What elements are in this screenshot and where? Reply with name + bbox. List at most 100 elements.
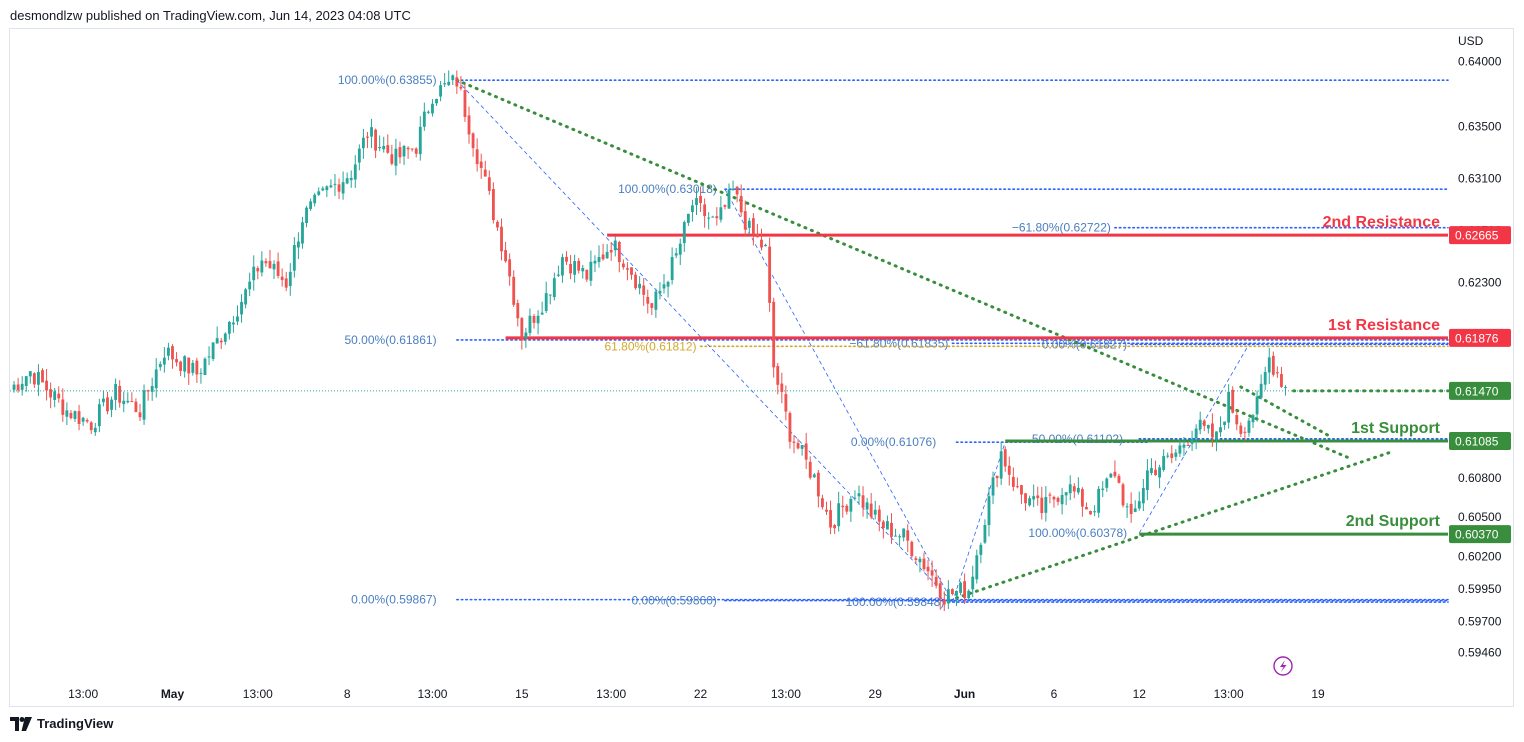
candle-body (894, 535, 897, 537)
candle-body (853, 497, 857, 499)
y-tick-0: 0.64000 (1458, 54, 1502, 68)
candle-body (426, 111, 430, 113)
y-tick-7: 0.60200 (1458, 549, 1502, 563)
candle-body (727, 189, 731, 209)
candle-body (1158, 467, 1162, 478)
x-tick-13: 13:00 (1214, 687, 1244, 701)
candle-body (146, 389, 150, 392)
candle-body (475, 149, 479, 165)
candle-body (630, 267, 633, 275)
candle-body (12, 384, 16, 390)
candle-body (211, 342, 215, 359)
fib-label-10: 100.00%(0.59848) (846, 595, 945, 609)
candle-body (910, 541, 914, 557)
candle-body (1052, 496, 1056, 500)
price-tag-text-4: 0.60370 (1455, 528, 1499, 542)
candle-body (1003, 449, 1007, 467)
candle-body (536, 315, 540, 324)
candle-body (451, 75, 455, 81)
candle-body (28, 371, 32, 377)
candle-body (93, 427, 97, 433)
candle-body (126, 400, 130, 403)
icons-layer (1273, 656, 1293, 676)
x-tick-2: 13:00 (243, 687, 273, 701)
y-tick-9: 0.59700 (1458, 614, 1502, 628)
candle-body (950, 589, 954, 595)
candle-body (1020, 485, 1023, 495)
candle-body (735, 186, 739, 195)
candle-body (414, 148, 418, 154)
candle-body (946, 589, 950, 604)
candle-body (772, 301, 776, 368)
candle-body (674, 253, 678, 256)
candle-body (187, 357, 191, 374)
y-tick-10: 0.59460 (1458, 646, 1502, 660)
candle-body (995, 475, 999, 479)
candle-body (938, 583, 942, 599)
candle-body (865, 502, 869, 510)
candle-body (264, 261, 268, 264)
candle-body (1271, 355, 1275, 375)
fib-label-12: 0.00%(0.59860) (631, 594, 716, 608)
candle-body (317, 191, 321, 195)
candle-body (313, 194, 317, 204)
fib-diagonal-3 (1138, 344, 1250, 534)
candle-body (1166, 455, 1170, 457)
lightning-icon[interactable] (1273, 656, 1293, 676)
candle-body (601, 254, 605, 260)
candle-body (1284, 386, 1287, 388)
candle-body (768, 246, 772, 303)
candle-body (577, 260, 581, 271)
candle-body (581, 267, 585, 272)
candle-body (942, 599, 946, 605)
level-label-3: 1st Support (1351, 420, 1441, 437)
candle-body (1133, 508, 1137, 512)
fib-label-5: 0.00%(0.61827) (1042, 337, 1127, 351)
candle-body (682, 222, 686, 244)
candle-body (1239, 425, 1243, 434)
candle-body (296, 241, 300, 248)
candle-body (57, 393, 61, 399)
candle-body (508, 259, 512, 277)
tradingview-footer[interactable]: TradingView (10, 716, 113, 731)
y-tick-6: 0.60500 (1458, 510, 1502, 524)
candle-body (463, 90, 467, 118)
candle-body (593, 260, 597, 264)
candle-body (898, 536, 902, 538)
publisher-header: desmondlzw published on TradingView.com,… (10, 8, 411, 23)
candle-body (691, 205, 694, 212)
candle-body (621, 263, 625, 268)
candle-body (1113, 471, 1117, 477)
candle-body (650, 303, 654, 308)
candle-body (276, 261, 280, 276)
candle-body (195, 360, 199, 375)
candle-body (524, 332, 528, 339)
candle-body (609, 249, 613, 253)
candle-body (394, 148, 398, 166)
level-label-0: 2nd Resistance (1323, 214, 1440, 231)
candle-body (971, 576, 975, 590)
candle-body (301, 222, 304, 244)
candle-body (248, 281, 252, 290)
candle-body (77, 411, 81, 425)
candle-body (1093, 511, 1097, 513)
price-tag-1 (1449, 328, 1511, 347)
candle-body (32, 373, 36, 385)
candle-body (1170, 453, 1174, 458)
candle-body (743, 211, 747, 230)
candle-body (1267, 357, 1271, 373)
candle-body (678, 243, 682, 255)
candle-body (236, 316, 239, 322)
candles-layer (12, 70, 1287, 612)
price-axis-layer: USD0.640000.635000.631000.627000.623000.… (1449, 34, 1511, 660)
x-tick-5: 15 (515, 687, 529, 701)
candle-body (747, 220, 751, 228)
candle-body (1215, 431, 1218, 440)
candle-body (374, 129, 378, 151)
candle-body (85, 419, 89, 422)
candle-body (1121, 484, 1125, 506)
lightning-icon-ring (1273, 656, 1293, 676)
candle-body (357, 148, 361, 163)
candle-body (983, 524, 987, 543)
